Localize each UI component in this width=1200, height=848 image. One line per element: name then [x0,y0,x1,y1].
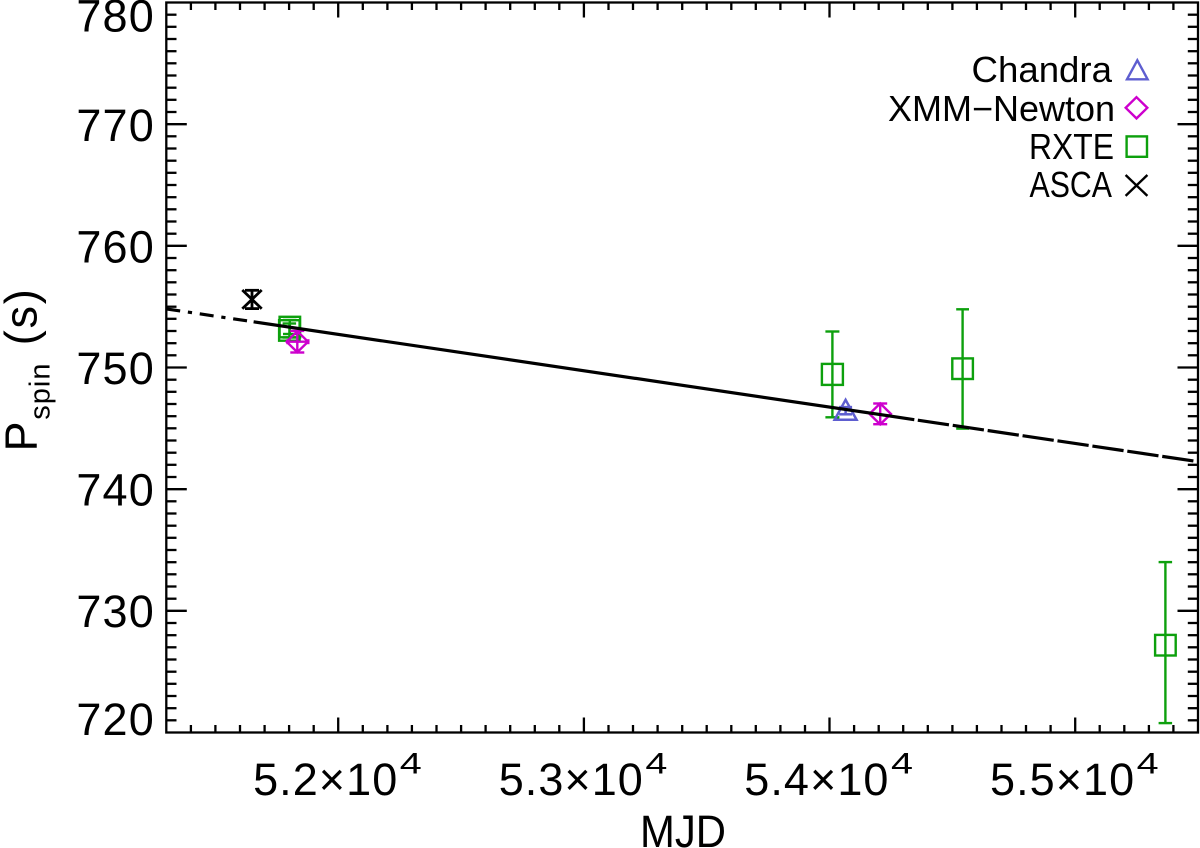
svg-text:5.4×10: 5.4×10 [744,754,889,805]
svg-text:4: 4 [891,748,913,781]
svg-text:MJD: MJD [640,806,726,848]
svg-text:780: 780 [76,0,155,41]
svg-text:760: 760 [76,221,155,272]
svg-text:4: 4 [1137,748,1159,781]
svg-text:RXTE: RXTE [1029,126,1114,167]
svg-text:750: 750 [76,343,155,394]
svg-text:740: 740 [76,465,155,516]
svg-text:XMM−Newton: XMM−Newton [888,88,1115,129]
svg-text:5.3×10: 5.3×10 [499,754,644,805]
svg-text:730: 730 [76,586,155,637]
svg-text:5.2×10: 5.2×10 [253,754,398,805]
svg-text:ASCA: ASCA [1030,164,1113,205]
svg-text:770: 770 [76,100,155,151]
svg-text:720: 720 [76,694,155,745]
svg-text:Chandra: Chandra [972,49,1113,90]
svg-text:4: 4 [645,748,667,781]
svg-text:5.5×10: 5.5×10 [990,754,1135,805]
svg-text:4: 4 [400,748,422,781]
